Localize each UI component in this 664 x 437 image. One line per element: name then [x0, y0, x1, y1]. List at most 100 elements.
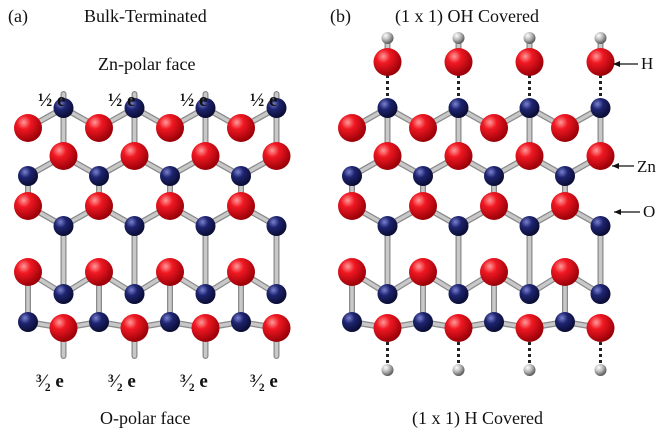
oxygen-atom — [586, 142, 615, 170]
zinc-atom — [53, 98, 74, 118]
zinc-atom — [377, 98, 398, 118]
top-charge-label: ½ e — [250, 90, 278, 111]
zinc-atom — [448, 216, 469, 236]
oxygen-atom — [515, 48, 544, 76]
label-arrow-head — [614, 209, 621, 215]
atoms-layer — [14, 32, 615, 376]
oxygen-atom — [191, 314, 220, 342]
oxygen-atom — [14, 192, 42, 220]
oxygen-atom — [586, 314, 615, 342]
oxygen-atom — [409, 258, 437, 286]
oxygen-atom — [409, 114, 437, 142]
oxygen-atom — [373, 48, 402, 76]
oxygen-atom — [551, 114, 579, 142]
oxygen-atom — [120, 142, 149, 170]
oxygen-atom — [480, 258, 508, 286]
panel-a-tag: (a) — [8, 6, 28, 26]
oxygen-atom — [191, 142, 220, 170]
zinc-atom — [124, 284, 145, 304]
oxygen-atom — [373, 314, 402, 342]
oxygen-atom — [262, 142, 291, 170]
zinc-atom — [448, 98, 469, 118]
oxygen-atom — [156, 114, 184, 142]
hydrogen-label: H — [641, 54, 654, 73]
bottom-charge-label: ³⁄₂ e — [250, 371, 278, 392]
zinc-atom — [590, 98, 611, 118]
zinc-label: Zn — [637, 157, 656, 176]
zinc-atom — [519, 98, 540, 118]
panel-b-tag: (b) — [330, 6, 351, 26]
zinc-atom — [342, 312, 362, 332]
oxygen-atom — [551, 192, 579, 220]
zinc-atom — [89, 312, 109, 332]
label-arrow-head — [613, 61, 620, 67]
oxygen-atom — [262, 314, 291, 342]
oxygen-atom — [14, 258, 42, 286]
zinc-atom — [124, 98, 145, 118]
top-charge-label: ½ e — [108, 90, 136, 111]
hydrogen-atom — [594, 32, 607, 44]
zinc-atom — [413, 312, 433, 332]
zinc-atom — [448, 284, 469, 304]
hydrogen-bonds-layer — [386, 74, 602, 364]
zinc-atom — [377, 216, 398, 236]
oxygen-atom — [409, 192, 437, 220]
oxygen-atom — [480, 192, 508, 220]
oxygen-atom — [14, 114, 42, 142]
oxygen-atom — [515, 314, 544, 342]
oxygen-atom — [586, 48, 615, 76]
zinc-atom — [377, 284, 398, 304]
top-charge-label: ½ e — [180, 90, 208, 111]
oxygen-atom — [85, 114, 113, 142]
zinc-atom — [266, 216, 287, 236]
oxygen-atom — [227, 192, 255, 220]
oxygen-atom — [444, 314, 473, 342]
zn-polar-face-label: Zn-polar face — [98, 54, 196, 74]
zinc-atom — [266, 284, 287, 304]
oxygen-atom — [156, 258, 184, 286]
zinc-atom — [89, 166, 109, 186]
zinc-atom — [53, 216, 74, 236]
hydrogen-atom — [381, 364, 394, 376]
bottom-charge-label: ³⁄₂ e — [36, 371, 64, 392]
zinc-atom — [231, 166, 251, 186]
bottom-charge-label: ³⁄₂ e — [180, 371, 208, 392]
zinc-atom — [342, 166, 362, 186]
zinc-atom — [484, 312, 504, 332]
bottom-charge-label: ³⁄₂ e — [108, 371, 136, 392]
zinc-atom — [413, 166, 433, 186]
zinc-atom — [590, 216, 611, 236]
oxygen-atom — [480, 114, 508, 142]
oxygen-label: O — [643, 202, 656, 221]
zinc-atom — [160, 166, 180, 186]
oxygen-atom — [338, 258, 366, 286]
hydrogen-atom — [452, 32, 465, 44]
oxygen-atom — [444, 48, 473, 76]
zinc-atom — [195, 98, 216, 118]
label-arrow-head — [612, 163, 619, 169]
oxygen-atom — [85, 192, 113, 220]
hydrogen-atom — [523, 364, 536, 376]
oxygen-atom — [373, 142, 402, 170]
panel-a-title: Bulk-Terminated — [84, 6, 207, 26]
zinc-atom — [590, 284, 611, 304]
zinc-atom — [124, 216, 145, 236]
zinc-atom — [160, 312, 180, 332]
panel-b-title: (1 x 1) OH Covered — [395, 6, 539, 26]
zinc-atom — [555, 312, 575, 332]
o-polar-face-label: O-polar face — [100, 408, 191, 428]
label-arrows-layer — [612, 61, 640, 215]
hydrogen-atom — [452, 364, 465, 376]
oxygen-atom — [156, 192, 184, 220]
top-charge-label: ½ e — [38, 90, 66, 111]
zinc-atom — [519, 284, 540, 304]
oxygen-atom — [515, 142, 544, 170]
oxygen-atom — [49, 314, 78, 342]
oxygen-atom — [49, 142, 78, 170]
zinc-atom — [53, 284, 74, 304]
oxygen-atom — [444, 142, 473, 170]
oxygen-atom — [120, 314, 149, 342]
oxygen-atom — [338, 192, 366, 220]
